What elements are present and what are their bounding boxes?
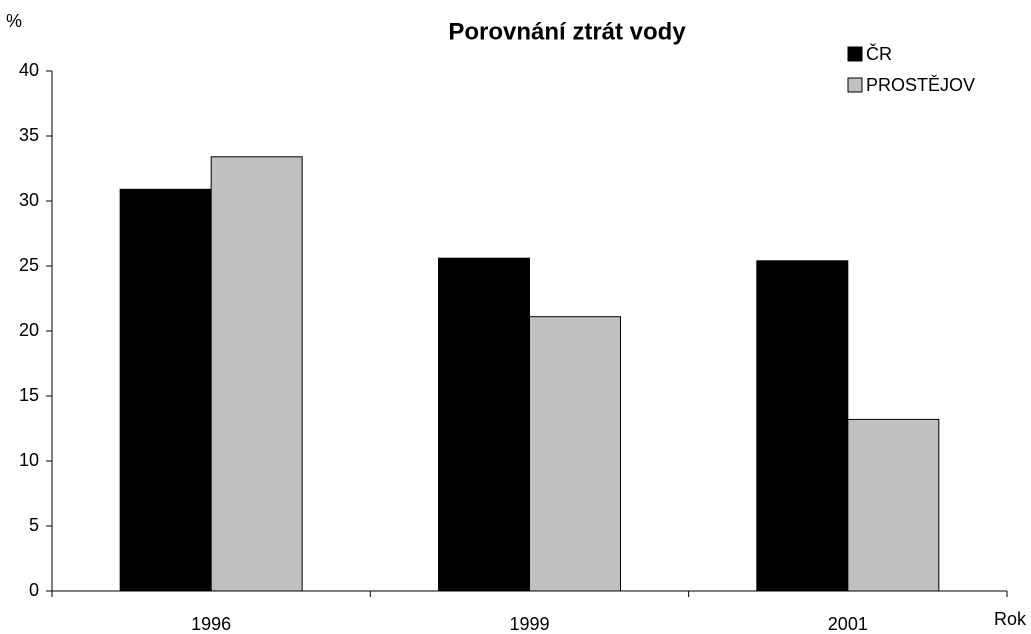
bar [210, 156, 303, 592]
x-tick-label: 1996 [191, 614, 231, 634]
x-axis-label: Rok [994, 609, 1027, 629]
y-tick-label: 40 [19, 60, 39, 80]
legend-label: PROSTĚJOV [866, 75, 975, 95]
y-tick-label: 15 [19, 385, 39, 405]
y-tick-label: 10 [19, 450, 39, 470]
y-axis-label: % [6, 11, 22, 31]
y-tick-label: 30 [19, 190, 39, 210]
legend-swatch [847, 77, 863, 93]
x-tick-label: 1999 [509, 614, 549, 634]
legend-label: ČR [866, 43, 892, 64]
legend-swatch [847, 46, 863, 62]
bar [756, 260, 849, 592]
bar [529, 316, 621, 592]
y-tick-label: 35 [19, 125, 39, 145]
y-tick-label: 25 [19, 255, 39, 275]
bar [847, 418, 940, 592]
bar [438, 257, 530, 592]
chart-title: Porovnání ztrát vody [448, 18, 686, 45]
y-tick-label: 5 [29, 515, 39, 535]
x-tick-label: 2001 [828, 614, 868, 634]
y-tick-label: 0 [29, 580, 39, 600]
y-tick-label: 20 [19, 320, 39, 340]
bar [119, 188, 212, 592]
